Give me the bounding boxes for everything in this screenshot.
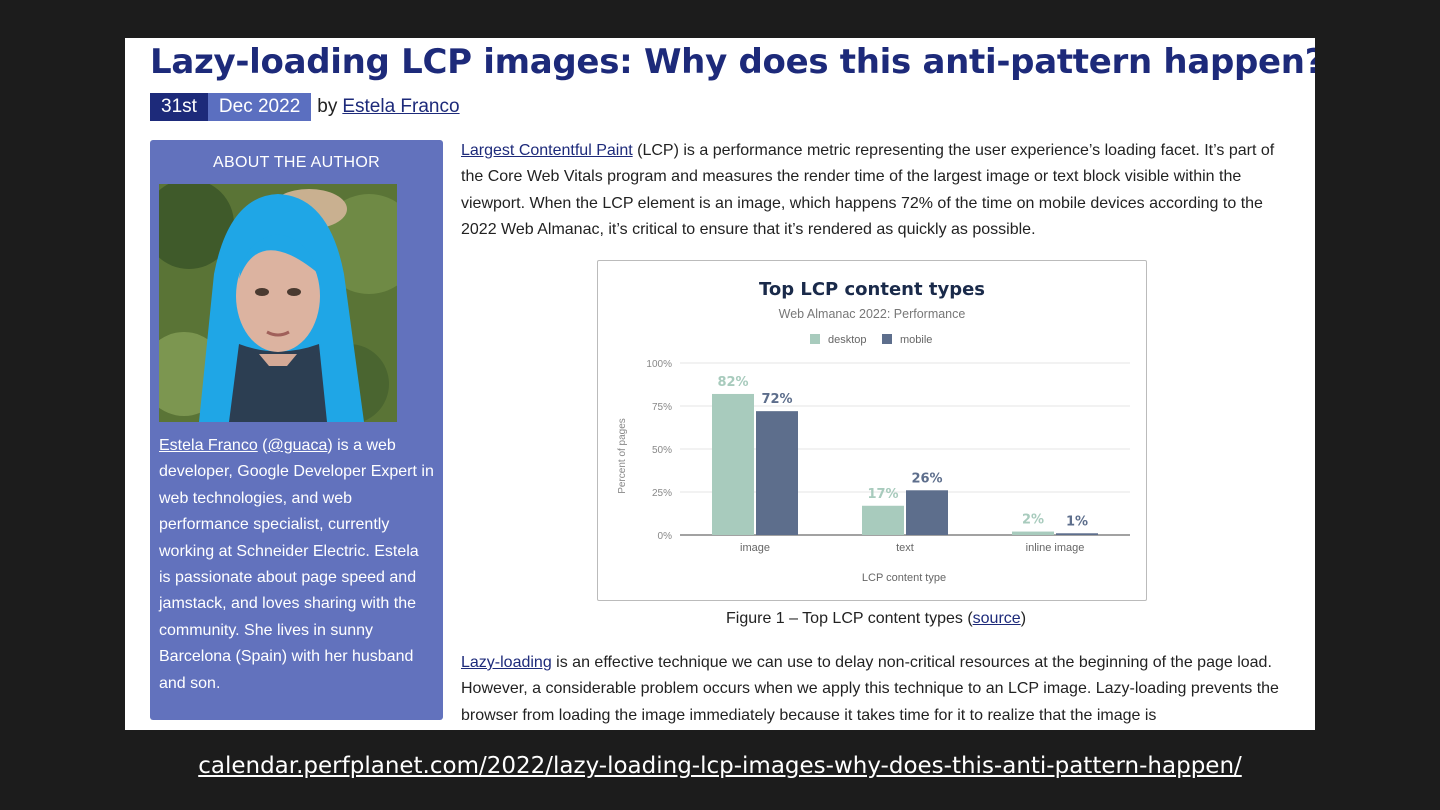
chart-title: Top LCP content types: [759, 279, 985, 300]
about-author-heading: ABOUT THE AUTHOR: [213, 154, 380, 171]
figure-caption: Figure 1 – Top LCP content types (source…: [461, 610, 1291, 628]
y-tick-label: 100%: [646, 359, 672, 370]
legend-swatch-mobile: [882, 334, 892, 344]
source-url-link[interactable]: calendar.perfplanet.com/2022/lazy-loadin…: [198, 753, 1242, 779]
lazy-loading-paragraph: Lazy-loading is an effective technique w…: [461, 650, 1291, 729]
chart-x-axis-label: LCP content type: [862, 572, 946, 584]
data-label-mobile: 72%: [761, 392, 792, 407]
bar-desktop-text: [862, 505, 904, 535]
y-tick-label: 50%: [652, 445, 672, 456]
bio-text: is a web developer, Google Developer Exp…: [159, 437, 434, 692]
author-photo: [159, 184, 397, 422]
lcp-link[interactable]: Largest Contentful Paint: [461, 142, 633, 159]
caption-end: ): [1020, 610, 1027, 627]
bar-desktop-image: [712, 393, 754, 535]
legend-label-mobile: mobile: [900, 334, 932, 346]
intro-text: (LCP) is a performance metric representi…: [461, 142, 1275, 239]
chart-grid: 0% 25% 50% 75% 100%: [646, 359, 1130, 542]
bar-mobile-inline-image: [1056, 533, 1098, 535]
article-dateline: 31st Dec 2022 by Estela Franco: [150, 93, 460, 121]
lazy-loading-link[interactable]: Lazy-loading: [461, 654, 552, 671]
lazy-loading-text: is an effective technique we can use to …: [461, 654, 1279, 724]
y-tick-label: 25%: [652, 488, 672, 499]
data-label-desktop: 17%: [867, 487, 898, 502]
x-tick-label: inline image: [1026, 542, 1085, 554]
about-author-sidebar: ABOUT THE AUTHOR Estela Franco (@guaca) …: [150, 140, 443, 720]
intro-paragraph: Largest Contentful Paint (LCP) is a perf…: [461, 138, 1291, 244]
chart-subtitle: Web Almanac 2022: Performance: [779, 307, 966, 321]
article-intro: Largest Contentful Paint (LCP) is a perf…: [461, 138, 1291, 244]
date-day-badge: 31st: [150, 93, 208, 121]
article-title: Lazy-loading LCP images: Why does this a…: [150, 42, 1315, 82]
chart-figure: Top LCP content types Web Almanac 2022: …: [597, 260, 1147, 601]
legend-swatch-desktop: [810, 334, 820, 344]
byline-label: by: [317, 96, 338, 117]
chart-bars: 82% 72% image 17% 26% text 2% 1% inline image: [712, 375, 1098, 554]
chart-legend: desktop mobile: [810, 334, 932, 346]
bio-author-link[interactable]: Estela Franco: [159, 437, 258, 454]
x-tick-label: image: [740, 542, 770, 554]
data-label-desktop: 2%: [1022, 513, 1044, 528]
bar-mobile-text: [906, 490, 948, 535]
bio-handle-link[interactable]: @guaca: [267, 437, 328, 454]
legend-label-desktop: desktop: [828, 334, 867, 346]
y-tick-label: 75%: [652, 402, 672, 413]
bar-mobile-image: [756, 411, 798, 535]
data-label-mobile: 26%: [911, 471, 942, 486]
author-bio: Estela Franco (@guaca) is a web develope…: [159, 437, 434, 692]
data-label-mobile: 1%: [1066, 514, 1088, 529]
data-label-desktop: 82%: [717, 375, 748, 390]
date-month-badge: Dec 2022: [207, 93, 312, 121]
source-link[interactable]: source: [972, 610, 1021, 627]
lcp-chart: Top LCP content types Web Almanac 2022: …: [617, 279, 1130, 584]
chart-y-axis-label: Percent of pages: [617, 418, 628, 494]
author-link[interactable]: Estela Franco: [342, 96, 460, 117]
caption-text: Figure 1 – Top LCP content types (: [725, 610, 973, 627]
y-tick-label: 0%: [658, 531, 673, 542]
article-page: Lazy-loading LCP images: Why does this a…: [125, 38, 1315, 730]
bar-desktop-inline-image: [1012, 531, 1054, 535]
x-tick-label: text: [896, 542, 914, 554]
